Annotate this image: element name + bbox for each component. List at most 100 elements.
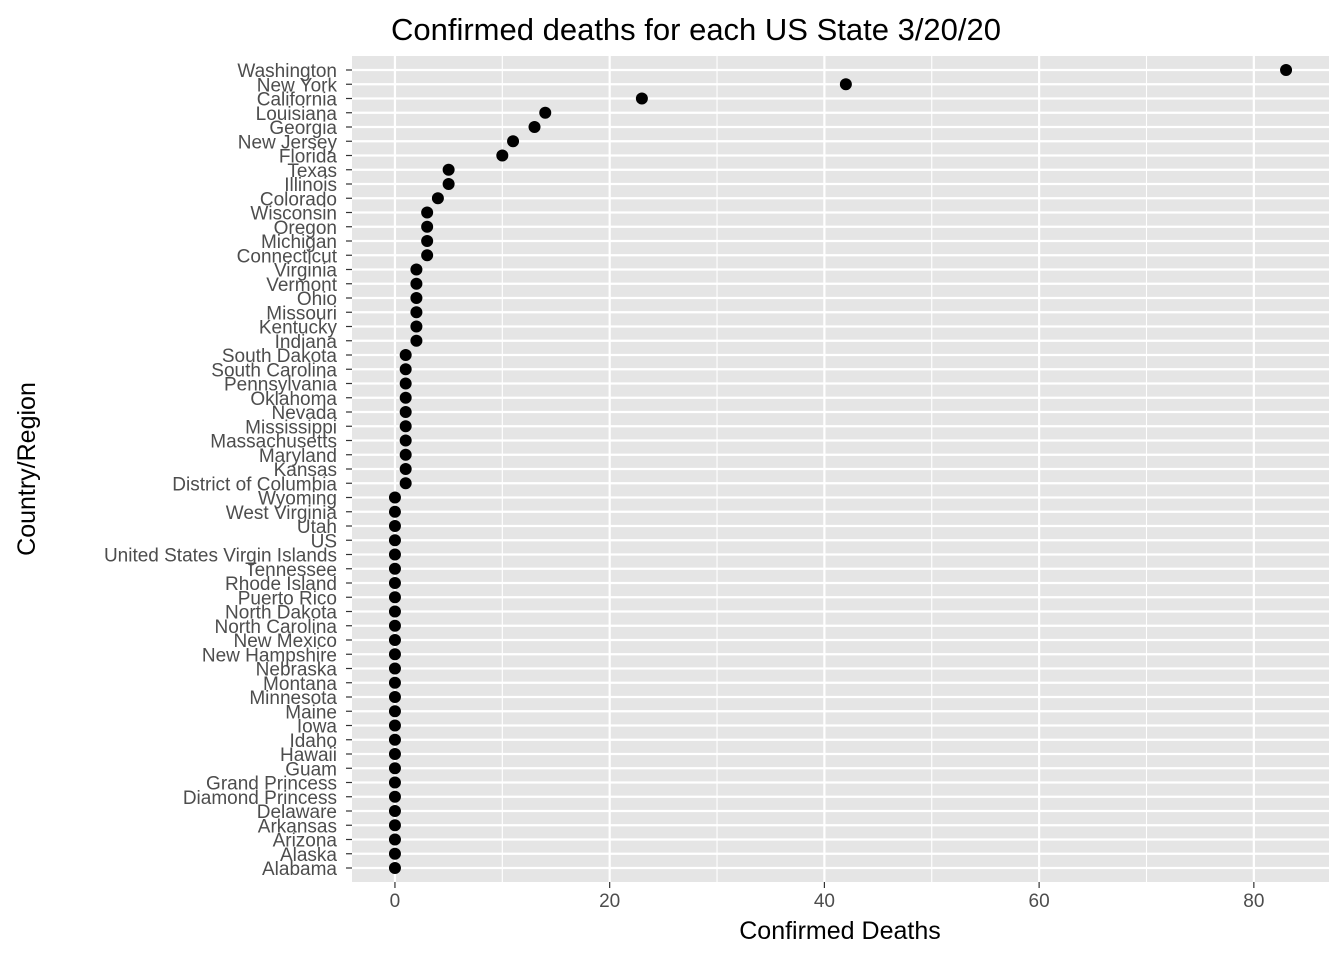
y-axis-title: Country/Region <box>13 382 41 556</box>
data-point <box>421 249 434 262</box>
data-point <box>388 619 401 632</box>
y-tick-label: Diamond Princess <box>183 788 337 809</box>
data-point <box>399 391 412 404</box>
chart-title: Confirmed deaths for each US State 3/20/… <box>391 12 1001 47</box>
y-tick-label: New Mexico <box>234 631 337 652</box>
data-point <box>507 135 520 148</box>
x-axis-title: Confirmed Deaths <box>739 917 940 945</box>
y-tick-label: US <box>311 531 337 552</box>
data-point <box>431 192 444 205</box>
data-point <box>410 334 423 347</box>
data-point <box>388 505 401 518</box>
y-tick-label: Washington <box>237 61 337 82</box>
y-tick-label: Illinois <box>284 175 337 196</box>
y-tick-label: Louisiana <box>256 104 338 125</box>
data-point <box>399 463 412 475</box>
y-tick-label: Oklahoma <box>250 389 337 410</box>
y-tick-label: Texas <box>287 161 337 182</box>
y-tick-label: District of Columbia <box>172 474 337 495</box>
data-point <box>388 819 401 832</box>
y-tick-label: United States Virgin Islands <box>104 546 337 567</box>
data-point <box>1280 64 1293 76</box>
data-point <box>421 206 434 219</box>
y-tick-label: Nebraska <box>256 660 338 681</box>
data-point <box>388 719 401 732</box>
data-point <box>399 477 412 490</box>
y-tick-label: North Dakota <box>225 603 337 624</box>
data-point <box>539 106 552 119</box>
y-tick-label: Virginia <box>274 261 337 282</box>
data-point <box>388 491 401 504</box>
x-tick-label: 20 <box>599 891 620 912</box>
y-tick-label: Ohio <box>297 289 337 310</box>
y-tick-label: Connecticut <box>237 246 338 267</box>
data-point <box>388 805 401 817</box>
y-tick-label: Colorado <box>260 189 337 210</box>
data-point <box>388 705 401 718</box>
data-point <box>388 733 401 746</box>
data-point <box>410 292 423 304</box>
y-tick-label: Maryland <box>259 446 337 467</box>
y-tick-label: Wyoming <box>258 489 337 510</box>
data-point <box>496 149 509 162</box>
data-point <box>388 577 401 589</box>
data-point <box>399 406 412 418</box>
y-tick-label: Iowa <box>297 717 338 738</box>
data-point <box>388 548 401 561</box>
y-tick-label: Mississippi <box>245 417 337 438</box>
y-tick-label: Vermont <box>266 275 337 296</box>
x-tick-label: 0 <box>390 891 401 912</box>
data-point <box>410 277 423 290</box>
data-point <box>399 420 412 433</box>
y-tick-label: Montana <box>263 674 337 695</box>
data-point <box>388 748 401 760</box>
data-point <box>528 121 541 133</box>
data-point <box>388 534 401 547</box>
x-tick-label: 80 <box>1243 891 1264 912</box>
data-point <box>421 220 434 233</box>
data-point <box>399 448 412 461</box>
y-tick-label: Alaska <box>280 845 337 866</box>
y-tick-label: Pennsylvania <box>224 375 337 396</box>
data-point <box>388 691 401 703</box>
data-point <box>410 263 423 276</box>
y-tick-label: Puerto Rico <box>238 588 337 609</box>
data-point <box>421 235 434 247</box>
y-tick-label: California <box>257 90 338 111</box>
data-point <box>410 306 423 319</box>
x-tick-label: 60 <box>1029 891 1050 912</box>
data-point <box>388 862 401 874</box>
data-point <box>388 762 401 775</box>
y-tick-label: New Hampshire <box>202 645 337 666</box>
y-tick-label: Arizona <box>273 831 338 852</box>
y-tick-label: Hawaii <box>280 745 337 766</box>
data-point <box>388 605 401 618</box>
x-tick-label: 40 <box>814 891 835 912</box>
grid-lines <box>352 56 1329 882</box>
y-tick-label: South Carolina <box>211 360 337 381</box>
y-tick-label: Minnesota <box>249 688 337 709</box>
data-point <box>635 92 648 105</box>
y-tick-label: Rhode Island <box>225 574 337 595</box>
data-point <box>388 562 401 575</box>
y-tick-label: Utah <box>297 517 337 538</box>
y-tick-label: South Dakota <box>222 346 338 367</box>
y-tick-label: Florida <box>279 147 338 168</box>
y-tick-label: Idaho <box>289 731 337 752</box>
data-point <box>399 349 412 361</box>
y-tick-label: Indiana <box>275 332 338 353</box>
data-point <box>388 847 401 860</box>
data-point <box>388 648 401 661</box>
data-point <box>839 78 852 91</box>
x-axis: 0 20 40 60 80 <box>390 882 1264 912</box>
data-points <box>388 64 1293 874</box>
y-tick-label: Delaware <box>257 802 337 823</box>
y-tick-label: Missouri <box>266 303 337 324</box>
data-point <box>388 776 401 789</box>
data-point <box>388 833 401 846</box>
y-tick-label: Wisconsin <box>250 204 337 225</box>
data-point <box>399 363 412 376</box>
data-point <box>399 434 412 447</box>
